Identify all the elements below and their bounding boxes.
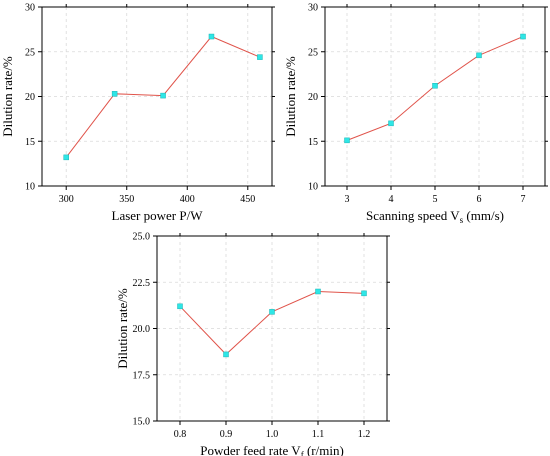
x-tick-label: 350 <box>119 194 134 205</box>
data-point-1 <box>344 137 350 144</box>
data-point-4 <box>315 288 321 295</box>
data-point-2 <box>223 351 229 358</box>
y-tick-label: 25.0 <box>133 232 151 243</box>
y-tick-label: 20.0 <box>133 324 151 335</box>
x-axis-label: Scanning speed Vs (mm/s) <box>366 208 504 225</box>
y-tick-label: 15.0 <box>133 417 151 428</box>
x-tick-label: 400 <box>180 194 195 205</box>
x-tick-label: 1.1 <box>312 429 325 440</box>
x-tick-label: 0.8 <box>174 429 187 440</box>
data-point-3 <box>269 309 275 315</box>
y-axis-label: Dilution rate/% <box>115 288 130 369</box>
x-tick-label: 0.9 <box>220 429 233 440</box>
y-tick-label: 25 <box>25 47 35 58</box>
data-point-1 <box>177 303 183 310</box>
y-tick-label: 30 <box>25 3 35 14</box>
x-tick-label: 1.2 <box>358 429 371 440</box>
x-tick-label: 450 <box>240 194 255 205</box>
x-tick-label: 6 <box>477 194 482 205</box>
x-tick-label: 300 <box>59 194 74 205</box>
y-tick-label: 10 <box>25 182 35 193</box>
y-axis-label: Dilution rate/% <box>0 56 15 137</box>
x-axis-label: Laser power P/W <box>112 208 204 223</box>
data-point-2 <box>111 91 118 97</box>
data-point-5 <box>257 54 263 60</box>
y-tick-label: 15 <box>308 137 318 148</box>
y-tick-label: 20 <box>25 92 35 103</box>
data-point-5 <box>361 290 367 297</box>
y-tick-label: 25 <box>308 47 318 58</box>
data-point-1 <box>63 154 69 161</box>
chart-panel-2: 10 15 20 25 30 3 4 5 6 7 Scanning speed Vs (mm/s) D… <box>283 3 548 225</box>
x-tick-label: 3 <box>345 194 350 205</box>
x-tick-label: 1.0 <box>266 429 279 440</box>
chart-panel-3: 15.0 17.5 20.0 22.5 25.0 0.8 0.9 1.0 1.1 1.2 Powde… <box>115 232 390 456</box>
data-point-2 <box>388 120 394 127</box>
data-point-3 <box>432 83 438 89</box>
x-axis-label: Powder feed rate Vf (r/min) <box>200 443 344 456</box>
y-tick-label: 15 <box>25 137 35 148</box>
chart-panel-1: 10 15 20 25 30 300 350 400 450 Laser power P/W Dil… <box>0 3 275 223</box>
data-point-4 <box>208 33 215 40</box>
y-tick-label: 22.5 <box>133 278 151 289</box>
data-point-5 <box>520 33 526 40</box>
y-tick-label: 17.5 <box>133 370 151 381</box>
x-tick-label: 5 <box>433 194 438 205</box>
y-tick-label: 30 <box>308 3 318 14</box>
y-axis-label: Dilution rate/% <box>283 56 298 137</box>
data-point-4 <box>476 52 482 59</box>
x-tick-label: 7 <box>521 194 526 205</box>
data-point-3 <box>160 92 166 99</box>
x-tick-label: 4 <box>389 194 394 205</box>
y-tick-label: 20 <box>308 92 318 103</box>
y-tick-label: 10 <box>308 182 318 193</box>
